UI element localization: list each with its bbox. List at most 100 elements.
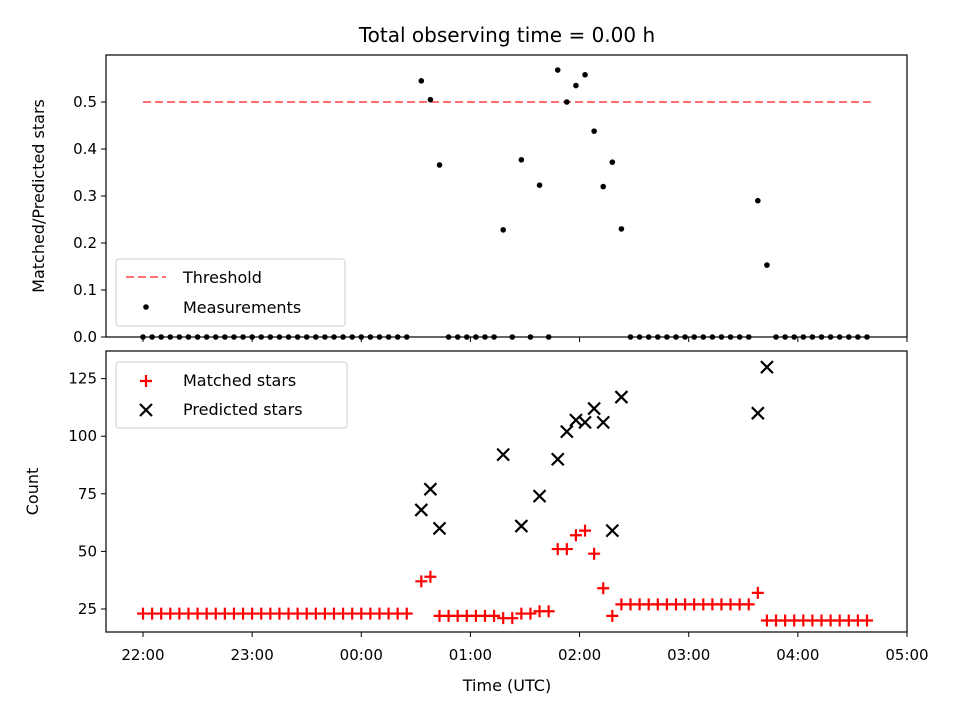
measurement-point xyxy=(654,334,661,340)
measurement-point xyxy=(773,334,779,340)
measurement-point xyxy=(682,334,688,340)
predicted-star-point xyxy=(614,390,629,404)
matched-star-point xyxy=(606,609,619,622)
measurement-point xyxy=(809,334,816,340)
matched-star-point xyxy=(415,575,428,588)
measurement-point xyxy=(203,334,210,340)
measurement-point xyxy=(463,334,470,340)
y-tick-label: 25 xyxy=(78,600,97,618)
measurement-point xyxy=(582,71,588,78)
measurement-point xyxy=(736,334,743,340)
predicted-star-point xyxy=(587,401,601,416)
plot-frame xyxy=(105,350,908,633)
measurement-point xyxy=(222,334,228,340)
ratio-panel: 0.0 0.1 0.2 0.3 0.4 0.5 Matched/Predicted star… xyxy=(29,54,908,346)
measurement-point xyxy=(627,334,634,340)
legend-measurements-swatch xyxy=(143,304,149,310)
x-tick-label: 04:00 xyxy=(776,646,819,664)
measurement-point xyxy=(158,334,164,340)
measurement-point xyxy=(609,159,616,165)
measurement-point xyxy=(800,334,807,340)
matched-star-point xyxy=(506,612,519,625)
y-tick-label: 0.1 xyxy=(73,281,97,299)
measurement-point xyxy=(564,99,570,105)
legend-threshold-label: Threshold xyxy=(182,268,262,287)
measurement-point xyxy=(276,334,283,340)
measurement-point xyxy=(691,334,697,340)
measurement-point xyxy=(600,183,607,190)
measurement-point xyxy=(545,334,552,340)
measurement-point xyxy=(554,67,561,73)
y-tick-label: 0.4 xyxy=(73,140,97,158)
legend-matched-swatch xyxy=(140,375,152,387)
measurement-point xyxy=(573,82,579,89)
legend xyxy=(115,258,346,327)
measurement-point xyxy=(482,334,488,340)
measurement-point xyxy=(427,96,434,103)
count-panel: 25 50 75 100 125 22:00 23:00 00:00 01:00 02:00 03:… xyxy=(23,350,929,664)
x-axis-label: Time (UTC) xyxy=(462,676,551,695)
predicted-star-point xyxy=(578,415,592,430)
x-tick-label: 05:00 xyxy=(885,646,928,664)
measurement-point xyxy=(212,334,219,340)
predicted-star-point xyxy=(432,521,447,536)
legend xyxy=(115,361,348,429)
legend-predicted-label: Predicted stars xyxy=(183,400,303,419)
measurement-point xyxy=(509,334,516,340)
measurement-point xyxy=(167,334,174,340)
y-tick-label: 0.0 xyxy=(73,328,97,346)
measurement-point xyxy=(331,334,337,340)
matched-star-point xyxy=(751,586,764,599)
measurement-point xyxy=(313,334,319,340)
measurement-point xyxy=(385,334,392,340)
measurement-point xyxy=(285,334,292,340)
predicted-star-point xyxy=(760,360,774,374)
predicted-star-point xyxy=(532,489,547,503)
measurement-point xyxy=(764,262,770,268)
measurement-point xyxy=(267,334,274,340)
predicted-star-point xyxy=(414,503,429,517)
measurement-point xyxy=(727,334,734,340)
measurement-point xyxy=(527,334,534,340)
measurement-point xyxy=(176,334,183,340)
measurement-point xyxy=(240,334,246,340)
y-axis-label: Matched/Predicted stars xyxy=(29,99,48,293)
measurement-point xyxy=(491,334,497,340)
measurement-point xyxy=(791,334,798,340)
matched-star-point xyxy=(588,547,601,560)
measurement-point xyxy=(403,334,410,340)
measurement-point xyxy=(258,334,265,340)
measurement-point xyxy=(745,334,752,340)
matched-star-point xyxy=(488,609,501,622)
measurement-point xyxy=(700,334,707,340)
y-tick-label: 0.2 xyxy=(73,234,97,252)
measurement-point xyxy=(376,334,383,340)
measurement-point xyxy=(194,334,201,340)
measurement-point xyxy=(855,334,861,340)
matched-star-point xyxy=(524,607,537,620)
measurement-point xyxy=(782,334,788,340)
measurement-point xyxy=(664,334,670,340)
measurement-point xyxy=(231,334,237,340)
measurement-point xyxy=(836,334,843,340)
predicted-star-point xyxy=(596,415,610,430)
matched-star-point xyxy=(597,582,610,595)
measurement-point xyxy=(249,334,255,340)
measurement-point xyxy=(827,334,834,340)
x-tick-label: 23:00 xyxy=(231,646,274,664)
measurement-point xyxy=(709,334,716,340)
measurement-point xyxy=(149,334,155,340)
measurement-point xyxy=(445,334,452,340)
measurement-point xyxy=(645,334,652,340)
legend-measurements-label: Measurements xyxy=(183,298,301,317)
measurement-point xyxy=(673,334,679,340)
x-tick-label: 02:00 xyxy=(558,646,601,664)
measurement-point xyxy=(864,334,870,340)
measurement-point xyxy=(500,227,506,233)
predicted-star-point xyxy=(423,482,438,496)
measurement-point xyxy=(536,182,543,188)
measurement-point xyxy=(454,334,461,340)
y-tick-label: 125 xyxy=(68,370,97,388)
matched-star-point xyxy=(560,543,573,556)
